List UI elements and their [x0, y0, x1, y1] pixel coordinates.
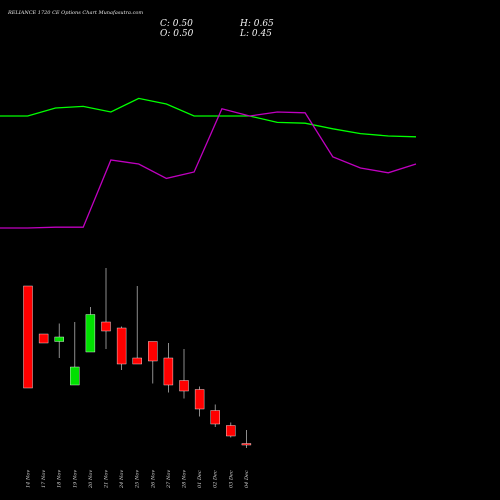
candle-body [54, 336, 64, 342]
x-tick-label: 04 Dec [244, 470, 250, 488]
candle [38, 333, 49, 344]
x-tick-label: 28 Nov [182, 470, 188, 489]
candle [116, 326, 127, 370]
x-tick-label: 01 Dec [197, 470, 203, 488]
x-tick-label: 25 Nov [135, 470, 141, 489]
candle [194, 386, 205, 417]
candle [85, 307, 96, 353]
candle-body [226, 425, 236, 437]
candle [163, 343, 174, 393]
candle-body [132, 357, 142, 365]
x-tick-label: 21 Nov [104, 470, 110, 489]
chart-title: RELIANCE 1720 CE Options Chart Munafasut… [7, 10, 143, 16]
x-tick-label: 24 Nov [119, 470, 125, 489]
green-indicator-line [0, 97, 417, 138]
candle [241, 430, 252, 448]
candle-body [116, 327, 127, 365]
candle-body [148, 341, 158, 362]
candle [226, 422, 236, 438]
candle [54, 323, 64, 358]
x-tick-label: 17 Nov [41, 470, 47, 488]
close-readout: C: 0.50 [160, 19, 193, 29]
x-tick-label: 18 Nov [57, 470, 63, 488]
x-tick-label: 14 Nov [26, 470, 32, 488]
open-readout: O: 0.50 [160, 29, 194, 39]
candle [101, 268, 111, 349]
x-tick-label: 26 Nov [150, 470, 156, 489]
magenta-indicator-line [0, 108, 417, 229]
x-tick-label: 27 Nov [166, 470, 172, 489]
candle [179, 349, 189, 399]
candle-body [85, 314, 96, 353]
candle [70, 322, 80, 386]
candle [132, 286, 142, 365]
x-tick-label: 03 Dec [228, 470, 234, 488]
x-tick-label: 19 Nov [72, 470, 78, 488]
candle [210, 404, 220, 427]
high-readout: H: 0.65 [239, 19, 274, 29]
candle [148, 341, 158, 384]
candle-body [163, 357, 174, 386]
x-tick-label: 20 Nov [88, 470, 94, 489]
candle [23, 285, 33, 389]
candle-body [241, 443, 252, 446]
candle-body [70, 366, 80, 386]
candlestick-series [23, 268, 252, 448]
candle-body [210, 410, 220, 425]
x-tick-label: 02 Dec [213, 470, 219, 488]
candle-body [38, 333, 49, 344]
candle-body [101, 321, 111, 332]
low-readout: L: 0.45 [239, 29, 272, 39]
indicator-lines [0, 97, 417, 229]
candle-body [23, 285, 33, 389]
candle-body [194, 389, 205, 410]
candle-body [179, 380, 189, 392]
x-axis-ticks: 14 Nov 17 Nov 18 Nov 19 Nov 20 Nov 21 Nov 24 N… [26, 470, 250, 489]
